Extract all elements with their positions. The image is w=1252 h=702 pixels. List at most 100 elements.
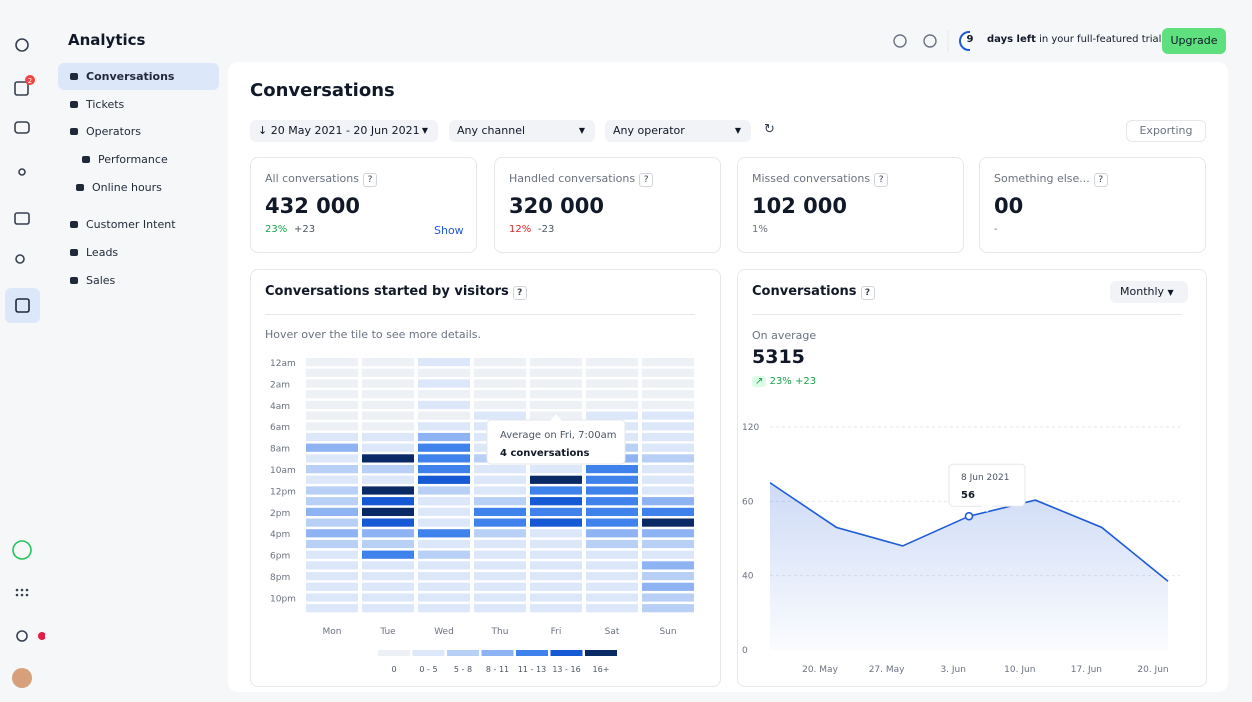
sidebar-item[interactable]: Tickets — [86, 98, 125, 111]
heat-cell — [362, 358, 414, 367]
sidebar-item[interactable]: Sales — [86, 274, 116, 287]
reset-icon[interactable]: ↻ — [764, 122, 775, 137]
stat-link[interactable]: Show — [434, 224, 464, 237]
row-label: 6pm — [270, 552, 290, 562]
help-icon[interactable]: ? — [1093, 173, 1108, 187]
heat-cell — [362, 486, 414, 495]
y-tick-label: 60 — [742, 497, 754, 507]
heat-cell — [530, 379, 582, 388]
help-icon[interactable]: ? — [639, 173, 654, 187]
heat-cell — [642, 358, 694, 367]
stat-card — [979, 157, 1206, 253]
y-tick-label: 120 — [742, 423, 759, 433]
help-icon[interactable]: ? — [874, 173, 889, 187]
heat-cell — [530, 358, 582, 367]
heat-cell — [418, 518, 470, 527]
heat-cell — [642, 432, 694, 442]
sidebar-item[interactable]: Online hours — [92, 181, 162, 194]
help-icon[interactable]: ? — [362, 173, 377, 187]
heat-cell — [642, 379, 694, 388]
trial-rest: in your full-featured trial — [1039, 34, 1162, 45]
heat-cell — [418, 486, 470, 495]
row-label: 2pm — [270, 509, 290, 519]
heat-cell — [306, 550, 358, 559]
icon[interactable] — [15, 38, 29, 52]
avg-pct: 23% — [769, 376, 792, 387]
period-select[interactable]: Monthly ▼ — [1110, 281, 1188, 303]
icon[interactable] — [14, 212, 30, 225]
sidebar-item[interactable]: Leads — [86, 246, 119, 259]
export-button[interactable]: Exporting — [1126, 120, 1206, 142]
icon[interactable] — [18, 168, 26, 176]
heat-cell — [642, 454, 694, 463]
heat-cell — [306, 518, 358, 527]
legend-label: 16+ — [593, 665, 610, 674]
sidebar-item[interactable]: Performance — [98, 153, 168, 166]
date-filter[interactable]: ↓ 20 May 2021 - 20 Jun 2021 ▼ — [250, 120, 438, 142]
heat-cell — [306, 379, 358, 388]
legend-swatch — [447, 650, 479, 656]
sidebar-icon — [70, 128, 78, 135]
heat-cell — [418, 411, 470, 420]
heat-cell — [530, 561, 582, 570]
heat-cell — [530, 368, 582, 377]
heat-cell — [306, 486, 358, 495]
sync-icon[interactable] — [923, 34, 937, 48]
row-label: 2am — [270, 380, 290, 390]
heat-cell — [418, 368, 470, 377]
heat-cell — [586, 390, 638, 399]
heat-cell — [474, 411, 526, 420]
upgrade-button[interactable]: Upgrade — [1162, 28, 1226, 54]
heat-cell — [530, 572, 582, 581]
channel-filter[interactable]: Any channel ▼ — [449, 120, 595, 142]
stat-delta: -23 — [538, 224, 555, 235]
heat-cell — [530, 529, 582, 538]
avatar[interactable] — [12, 668, 32, 688]
row-label: 10am — [270, 466, 296, 476]
icon[interactable] — [12, 540, 32, 560]
icon[interactable] — [14, 81, 29, 96]
help-icon[interactable] — [893, 34, 907, 48]
stat-card — [737, 157, 964, 253]
col-label: Wed — [434, 627, 454, 637]
heat-cell — [586, 529, 638, 538]
heat-cell — [362, 465, 414, 474]
active-rail[interactable] — [5, 288, 40, 323]
heat-cell — [474, 561, 526, 570]
sidebar-icon — [76, 184, 84, 191]
heat-cell — [530, 400, 582, 409]
sidebar-item[interactable]: Customer Intent — [86, 218, 176, 231]
chevron: ▼ — [1167, 288, 1174, 297]
heat-cell — [474, 358, 526, 367]
heat-cell — [306, 443, 358, 452]
heat-cell — [586, 486, 638, 495]
heatmap-title-text: Conversations started by visitors — [265, 284, 509, 299]
y-tick-label: 0 — [742, 646, 748, 656]
icon[interactable] — [15, 254, 25, 264]
sidebar-item[interactable]: Conversations — [58, 63, 219, 90]
stat-value: 432 000 — [265, 194, 360, 218]
icon-rail: 2 — [0, 0, 46, 698]
row-label: 4pm — [270, 530, 290, 540]
stat-pct: - — [994, 224, 998, 235]
stat-pct: 23% — [265, 224, 288, 235]
help-icon[interactable]: ? — [512, 286, 527, 300]
sidebar-item[interactable]: Operators — [86, 125, 141, 138]
heat-cell — [642, 368, 694, 377]
help-icon[interactable]: ? — [860, 286, 875, 300]
tooltip-value: 4 conversations — [500, 448, 589, 459]
heat-cell — [418, 443, 470, 452]
col-label: Mon — [323, 627, 342, 637]
heat-cell — [586, 604, 638, 613]
icon[interactable] — [16, 630, 28, 642]
highlight-point — [964, 511, 974, 521]
x-tick-label: 20. Jun — [1137, 665, 1168, 675]
heat-cell — [642, 507, 694, 516]
row-label: 12pm — [270, 487, 296, 497]
stat-label: Something else...? — [994, 172, 1108, 187]
operator-filter[interactable]: Any operator ▼ — [605, 120, 751, 142]
line-area — [770, 482, 1168, 650]
icon[interactable] — [14, 121, 30, 134]
x-tick-label: 20. May — [802, 665, 838, 675]
